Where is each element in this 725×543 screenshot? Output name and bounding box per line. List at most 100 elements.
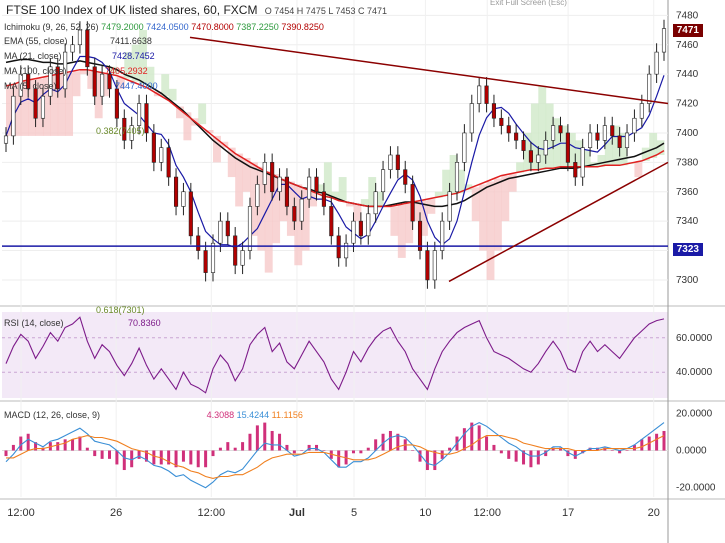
candle-body: [284, 176, 289, 207]
fullscreen-hint[interactable]: Exit Full Screen (Esc): [490, 0, 567, 7]
ichimoku-cloud: [6, 30, 665, 280]
cloud-segment: [575, 140, 584, 167]
price-tick-label: 7380: [676, 157, 699, 168]
ohlc-readout: O 7454 H 7475 L 7453 C 7471: [264, 6, 388, 16]
macd-label: MACD (12, 26, close, 9): [4, 410, 101, 420]
time-tick-label: 10: [419, 507, 431, 519]
ichimoku-value-2: 7424.0500: [146, 22, 189, 32]
cloud-segment: [530, 103, 539, 170]
candle-body: [166, 147, 171, 178]
cloud-segment: [249, 162, 258, 236]
macd-histogram-bar: [300, 450, 304, 451]
price-tick-label: 7340: [676, 216, 699, 227]
candle-body: [344, 242, 349, 259]
time-tick-label: 12:00: [473, 507, 501, 519]
support-price-tag: 7323: [672, 243, 703, 256]
cloud-segment: [397, 204, 406, 258]
macd-histogram-bar: [144, 450, 148, 462]
macd-tick-label: 0.0000: [676, 446, 707, 457]
cloud-segment: [434, 191, 443, 198]
macd-histogram-bar: [71, 439, 75, 451]
candle-body: [299, 198, 304, 222]
price-tick-label: 7460: [676, 40, 699, 51]
macd-histogram-bar: [433, 450, 437, 471]
candle-body: [270, 162, 275, 193]
price-tick-label: 7360: [676, 187, 699, 198]
ema-legend[interactable]: EMA (55, close) 7411.6638: [4, 36, 152, 47]
time-tick-label: Jul: [289, 507, 305, 519]
cloud-segment: [479, 184, 488, 251]
candle-body: [107, 73, 112, 90]
cloud-segment: [257, 166, 266, 251]
downtrend-line: [189, 36, 669, 105]
cloud-segment: [301, 187, 310, 251]
macd-histogram-bar: [181, 450, 185, 462]
macd-legend[interactable]: MACD (12, 26, close, 9) 4.3088 15.4244 1…: [4, 410, 303, 421]
chart-title: FTSE 100 Index of UK listed shares, 60, …: [6, 3, 387, 17]
cloud-segment: [508, 174, 517, 192]
cloud-segment: [582, 150, 591, 167]
macd-histogram-bar: [26, 433, 30, 451]
candle-body: [602, 125, 607, 141]
rsi-tick-label: 60.0000: [676, 333, 713, 344]
time-tick-label: 12:00: [198, 507, 226, 519]
time-tick-label: 5: [351, 507, 357, 519]
macd-histogram-bar: [315, 444, 319, 451]
cloud-segment: [279, 178, 288, 222]
price-tick-label: 7440: [676, 69, 699, 80]
macd-histogram-bar: [4, 450, 8, 457]
candle-body: [3, 135, 9, 144]
candle-body: [432, 250, 437, 281]
ma5-value: 7447.4000: [115, 81, 158, 91]
candle-body: [425, 250, 430, 281]
cloud-segment: [353, 203, 362, 222]
rsi-legend[interactable]: RSI (14, close) 70.8360: [4, 318, 161, 329]
macd-histogram-bar: [34, 442, 38, 451]
time-tick-label: 20: [648, 507, 660, 519]
ichimoku-legend[interactable]: Ichimoku (9, 26, 52, 26) 7479.2000 7424.…: [4, 22, 324, 33]
macd-histogram-bar: [337, 450, 341, 468]
cloud-segment: [168, 88, 177, 101]
cloud-segment: [493, 178, 502, 251]
time-tick-label: 12:00: [7, 507, 35, 519]
candle-body: [381, 169, 386, 193]
candle-body: [514, 132, 519, 141]
macd-histogram-bar: [485, 436, 489, 451]
macd-histogram-bar: [241, 442, 245, 451]
candle-body: [321, 191, 326, 207]
macd-histogram-bar: [655, 433, 659, 451]
candle-body: [26, 73, 31, 90]
candle-body: [18, 73, 23, 97]
candle-body: [100, 73, 105, 97]
ma100-legend[interactable]: MA (100, close) 7405.2932: [4, 66, 148, 77]
candle-body: [11, 95, 16, 137]
cloud-segment: [471, 187, 480, 222]
macd-histogram-bar: [115, 450, 119, 465]
candle-body: [617, 135, 622, 148]
cloud-segment: [79, 69, 88, 75]
short-ma-line: [5, 55, 665, 249]
cloud-segment: [612, 125, 621, 166]
macd-histogram-bar: [122, 450, 126, 471]
macd-histogram-bar: [152, 450, 156, 465]
candle-body: [403, 169, 408, 185]
last-price-tag: 7471: [672, 24, 703, 37]
macd-histogram-bar: [137, 450, 141, 459]
ma5-legend[interactable]: MA (5, close) 7447.4000: [4, 81, 158, 92]
cloud-segment: [501, 175, 510, 222]
cloud-segment: [604, 140, 613, 166]
cloud-segment: [264, 171, 273, 273]
ma21-legend[interactable]: MA (21, close) 7428.7452: [4, 51, 155, 62]
cloud-segment: [102, 72, 111, 97]
cloud-segment: [538, 85, 547, 170]
candles: [3, 19, 667, 289]
macd-histogram-bar: [226, 442, 230, 451]
macd-histogram-bar: [233, 447, 237, 451]
macd-histogram-bar: [211, 450, 215, 457]
candle-body: [454, 162, 460, 193]
cloud-segment: [331, 191, 340, 198]
candle-body: [292, 206, 297, 222]
candle-body: [588, 132, 593, 148]
